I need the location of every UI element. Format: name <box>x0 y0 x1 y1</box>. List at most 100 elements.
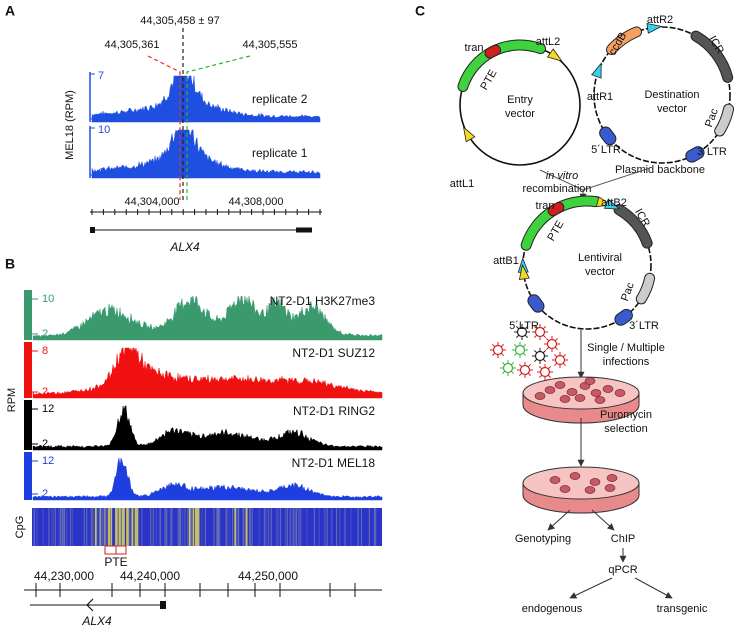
vector-segment <box>614 205 652 248</box>
label: in vitro <box>546 170 578 182</box>
cell <box>544 386 556 394</box>
virus-spike <box>562 353 567 358</box>
left-bound <box>147 55 181 200</box>
cpg-stripe <box>177 508 179 546</box>
cpg-stripe <box>86 508 88 546</box>
virus-spike <box>533 325 538 330</box>
virus-spike <box>515 325 520 330</box>
arrow <box>591 509 615 531</box>
cpg-stripe <box>120 508 122 546</box>
cpg-stripe <box>155 508 157 546</box>
cpg-stripe <box>102 508 105 546</box>
cpg-stripe <box>187 508 189 546</box>
track-bar <box>24 342 32 398</box>
cpg-stripe <box>213 508 215 546</box>
label: 5´LTR <box>591 144 621 156</box>
label: Plasmid backbone <box>615 164 705 176</box>
cpg-stripe <box>339 508 341 546</box>
signal-track <box>32 405 383 451</box>
virus-spike <box>554 346 559 351</box>
cpg-stripe <box>110 508 113 546</box>
virus-spike <box>562 362 567 367</box>
virus-spike <box>533 349 538 354</box>
cpg-stripe <box>195 508 197 546</box>
virus-spike <box>533 334 538 339</box>
cpg-stripe <box>128 508 130 546</box>
cpg-stripe <box>70 508 72 546</box>
cpg-stripe <box>141 508 143 546</box>
label: vector <box>585 266 615 278</box>
virus-spike <box>524 334 529 339</box>
label: qPCR <box>608 564 637 576</box>
virus-spike <box>500 343 505 348</box>
cpg-stripe <box>219 508 221 546</box>
label: PTE <box>478 68 499 93</box>
cpg-stripe <box>249 508 251 546</box>
virus-spike <box>513 343 518 348</box>
cpg-stripe <box>51 508 53 546</box>
cpg-stripe <box>242 508 244 546</box>
cpg-stripe <box>90 508 92 546</box>
cpg-stripe <box>123 508 125 546</box>
virus-spike <box>510 370 515 375</box>
label: RPM <box>6 388 18 412</box>
label: 5´LTR <box>509 320 539 332</box>
virus-spike <box>553 362 558 367</box>
cpg-stripe <box>323 508 325 546</box>
cpg-stripe <box>165 508 167 546</box>
cpg-stripe <box>357 508 359 546</box>
label: 3´LTR <box>629 320 659 332</box>
virus-spike <box>522 343 527 348</box>
arrow <box>569 577 613 599</box>
right-bound <box>186 55 251 200</box>
label: 3´LTR <box>697 146 727 158</box>
label: Puromycin <box>600 409 652 421</box>
cpg-stripe <box>291 508 293 546</box>
cpg-stripe <box>101 508 103 546</box>
label: 1 <box>98 111 104 123</box>
cpg-stripe <box>48 508 50 546</box>
cpg-stripe <box>42 508 44 546</box>
cpg-stripe <box>344 508 346 546</box>
dish-top <box>522 466 640 500</box>
cpg-stripe <box>251 508 253 546</box>
cpg-stripe <box>276 508 278 546</box>
cpg-stripe <box>258 508 260 546</box>
vector-segment <box>615 309 632 325</box>
virus-spike <box>501 370 506 375</box>
cpg-stripe <box>270 508 272 546</box>
cpg-stripe <box>263 508 265 546</box>
cpg-stripe <box>368 508 370 546</box>
cpg-stripe <box>245 508 248 546</box>
cpg-stripe <box>218 508 220 546</box>
panel-label: A <box>5 3 15 19</box>
cpg-stripe <box>336 508 338 546</box>
label: 8 <box>42 345 48 357</box>
cpg-stripe <box>182 508 184 546</box>
signal-track <box>91 75 321 123</box>
label: 2 <box>98 167 104 179</box>
cell <box>589 478 601 486</box>
label: CpG <box>14 516 26 539</box>
cpg-stripe <box>72 508 74 546</box>
label: 12 <box>42 455 54 467</box>
virus-spike <box>518 363 523 368</box>
exon <box>160 601 166 609</box>
label: ALX4 <box>169 240 200 254</box>
cpg-stripe <box>226 508 228 546</box>
cpg-stripe <box>286 508 288 546</box>
label: 44,305,458 ± 97 <box>140 15 219 27</box>
label: NT2-D1 SUZ12 <box>292 346 375 360</box>
arrow <box>547 509 571 531</box>
virus-spike <box>501 361 506 366</box>
cpg-stripe <box>150 508 152 546</box>
cpg-stripe <box>279 508 281 546</box>
arrow <box>634 577 673 599</box>
cpg-stripe <box>277 508 279 546</box>
cell <box>554 381 566 389</box>
cpg-stripe <box>118 508 121 546</box>
cpg-stripe <box>295 508 297 546</box>
vector-segment <box>715 104 734 136</box>
vector-segment <box>691 31 733 82</box>
vector-segment <box>485 45 501 58</box>
